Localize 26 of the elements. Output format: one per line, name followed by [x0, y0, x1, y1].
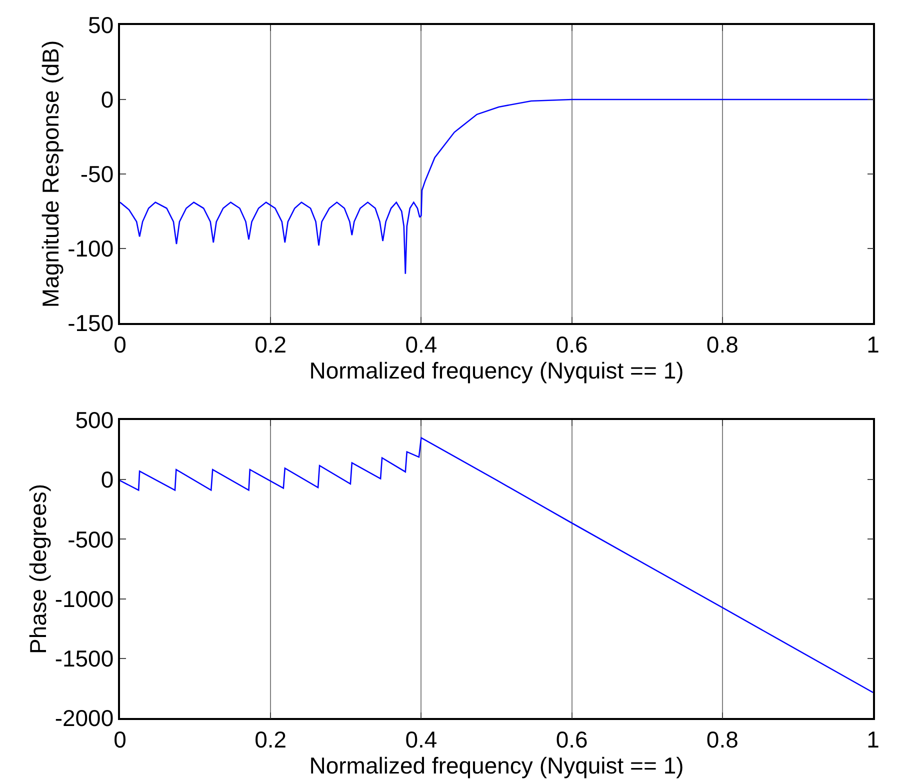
y-tick-label: -1500	[54, 645, 114, 672]
y-tick-label: -150	[68, 310, 114, 336]
y-tick-label: -1000	[54, 586, 114, 612]
x-tick-label: 0.4	[405, 726, 438, 752]
y-axis-title: Magnitude Response (dB)	[38, 40, 64, 308]
x-tick-label: 0.6	[556, 726, 588, 752]
x-axis-title: Normalized frequency (Nyquist == 1)	[309, 357, 684, 384]
x-tick-label: 0.6	[556, 331, 588, 358]
y-tick-label: -500	[68, 526, 114, 552]
y-axis-title: Phase (degrees)	[24, 484, 51, 654]
y-tick-label: -100	[68, 236, 114, 262]
line-series	[120, 437, 873, 694]
y-tick-label: -50	[80, 161, 114, 188]
y-tick-label: -2000	[54, 705, 114, 732]
x-tick-label: 0.8	[706, 726, 738, 752]
y-tick-label: 50	[88, 12, 114, 38]
x-tick-label: 0.2	[254, 331, 287, 358]
x-axis-title: Normalized frequency (Nyquist == 1)	[309, 752, 684, 778]
y-tick-label: 500	[75, 407, 114, 434]
x-tick-label: 0.2	[254, 726, 287, 752]
x-tick-label: 1	[866, 331, 880, 358]
x-tick-label: 1	[866, 726, 880, 752]
y-tick-label: 0	[100, 466, 114, 493]
x-tick-label: 0.4	[405, 331, 438, 358]
x-tick-label: 0.8	[706, 331, 738, 358]
y-tick-label: 0	[100, 86, 114, 113]
